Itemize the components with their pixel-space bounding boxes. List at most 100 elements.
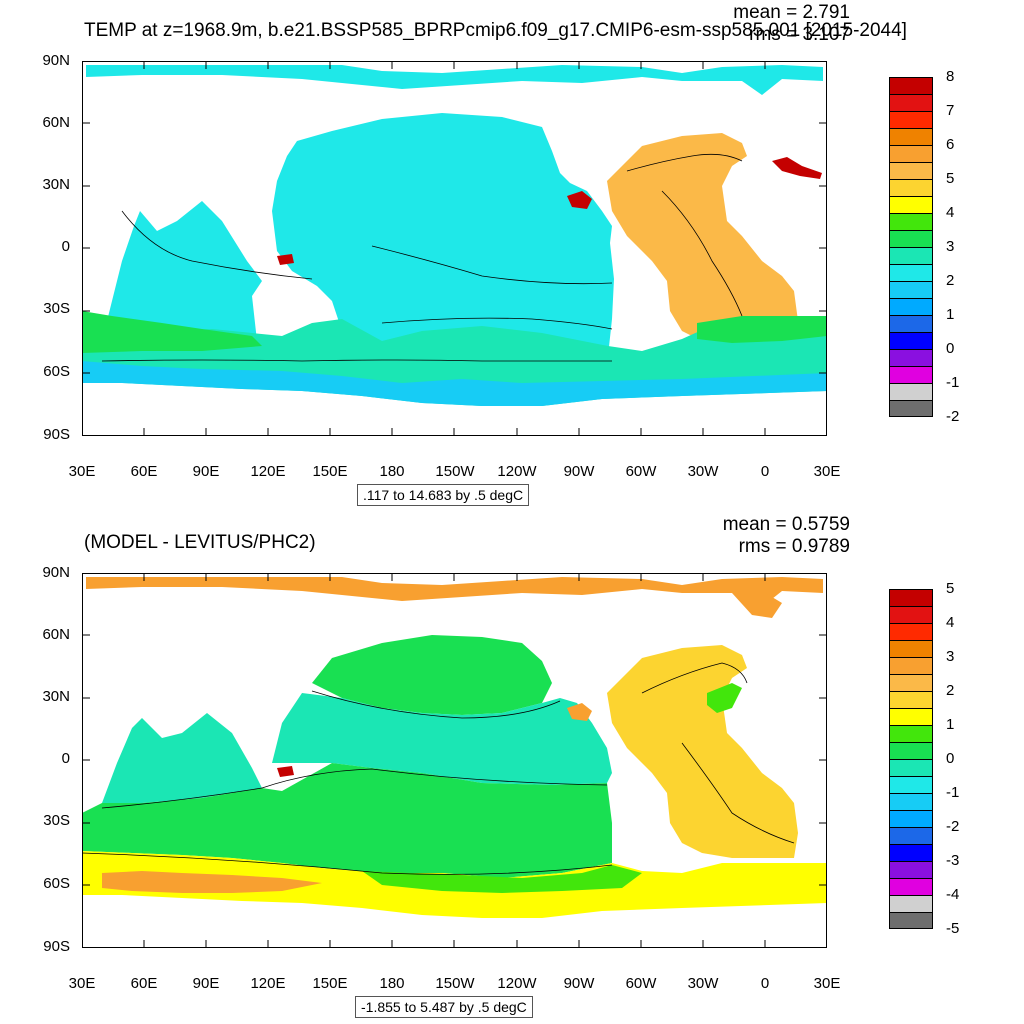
colorbar-label: -2 (946, 408, 960, 425)
lon-label: 180 (379, 463, 405, 480)
colorbar-swatch (889, 725, 933, 742)
lon-label: 180 (379, 975, 405, 992)
colorbar-swatch (889, 759, 933, 776)
lon-label: 150E (312, 975, 348, 992)
colorbar-swatch (889, 77, 933, 94)
colorbar-swatch (889, 742, 933, 759)
colorbar-label: 1 (946, 716, 955, 733)
lon-label: 30E (68, 975, 96, 992)
colorbar-label: 7 (946, 102, 955, 119)
colorbar-label: 3 (946, 648, 955, 665)
colorbar-label: -5 (946, 920, 960, 937)
bottom-rms-value: rms = 0.9789 (738, 536, 850, 557)
colorbar-swatch (889, 264, 933, 281)
lon-label: 120W (497, 463, 537, 480)
bottom-contour-line (641, 662, 748, 694)
bottom-pacific-north-fill (312, 635, 552, 715)
colorbar-swatch (889, 281, 933, 298)
colorbar-label: 0 (946, 340, 955, 357)
colorbar-label: 2 (946, 682, 955, 699)
lon-label: 30E (813, 975, 841, 992)
colorbar-swatch (889, 145, 933, 162)
lat-label: 60N (42, 114, 70, 131)
top-map-plot (82, 61, 827, 436)
top-ice-fill (82, 361, 827, 406)
lon-label: 90W (563, 463, 595, 480)
colorbar-label: 3 (946, 238, 955, 255)
colorbar-swatch (889, 623, 933, 640)
colorbar-swatch (889, 912, 933, 929)
bottom-contour-line (681, 742, 795, 844)
colorbar-label: 6 (946, 136, 955, 153)
top-contour-line (121, 210, 313, 280)
colorbar-label: 4 (946, 614, 955, 631)
lon-label: 150W (435, 975, 475, 992)
colorbar-label: 0 (946, 750, 955, 767)
lat-label: 0 (61, 238, 70, 255)
colorbar-swatch (889, 878, 933, 895)
colorbar-swatch (889, 400, 933, 417)
bottom-orange-patch (102, 871, 322, 893)
colorbar-swatch (889, 606, 933, 623)
top-map-panel: TEMP at z=1968.9m, b.e21.BSSP585_BPRPcmi… (42, 2, 960, 506)
lon-label: 60E (130, 463, 158, 480)
lat-label: 30S (43, 300, 70, 317)
colorbar-label: -3 (946, 852, 960, 869)
lon-label: 60W (625, 463, 657, 480)
lon-label: 30E (813, 463, 841, 480)
colorbar-label: 5 (946, 580, 955, 597)
bottom-colorbar (889, 589, 933, 929)
colorbar-swatch (889, 366, 933, 383)
top-contour-line (626, 153, 743, 172)
bottom-mean-value: mean = 0.5759 (722, 514, 850, 535)
lat-label: 30N (42, 176, 70, 193)
top-rms-value: rms = 3.107 (749, 24, 850, 45)
top-contour-info: .117 to 14.683 by .5 degC (357, 484, 530, 506)
colorbar-swatch (889, 332, 933, 349)
top-arctic-fill (86, 65, 823, 95)
colorbar-swatch (889, 383, 933, 400)
colorbar-label: -4 (946, 886, 960, 903)
colorbar-swatch (889, 810, 933, 827)
top-colorbar (889, 77, 933, 417)
lat-label: 90N (42, 52, 70, 69)
colorbar-swatch (889, 776, 933, 793)
colorbar-label: 5 (946, 170, 955, 187)
colorbar-swatch (889, 861, 933, 878)
bottom-map-svg (82, 573, 827, 948)
lon-label: 30W (687, 463, 719, 480)
colorbar-swatch (889, 657, 933, 674)
top-plot-title: TEMP at z=1968.9m, b.e21.BSSP585_BPRPcmi… (84, 20, 907, 41)
colorbar-label: 8 (946, 68, 955, 85)
lat-label: 0 (61, 750, 70, 767)
bottom-indian-fill (102, 713, 262, 803)
colorbar-label: -2 (946, 818, 960, 835)
bottom-band-fill (82, 763, 612, 878)
lon-label: 90E (192, 463, 220, 480)
colorbar-swatch (889, 844, 933, 861)
colorbar-swatch (889, 196, 933, 213)
lon-label: 60W (625, 975, 657, 992)
lat-label: 60S (43, 363, 70, 380)
lon-label: 150E (312, 463, 348, 480)
colorbar-swatch (889, 640, 933, 657)
top-atlantic-fill (607, 133, 798, 346)
colorbar-swatch (889, 94, 933, 111)
top-red-blob (567, 191, 592, 209)
colorbar-swatch (889, 589, 933, 606)
lat-label: 90N (42, 564, 70, 581)
bottom-arctic-fill (86, 577, 823, 607)
lon-label: 0 (760, 463, 770, 480)
colorbar-label: -1 (946, 374, 960, 391)
lon-label: 30W (687, 975, 719, 992)
bottom-orange-blob (567, 703, 592, 721)
colorbar-label: 2 (946, 272, 955, 289)
bottom-red-blob (277, 766, 294, 777)
bottom-contour-line (101, 768, 608, 809)
lat-label: 90S (43, 938, 70, 955)
colorbar-swatch (889, 111, 933, 128)
lat-label: 30S (43, 812, 70, 829)
colorbar-swatch (889, 895, 933, 912)
colorbar-label: 4 (946, 204, 955, 221)
bottom-plot-title: (MODEL - LEVITUS/PHC2) (84, 532, 316, 553)
